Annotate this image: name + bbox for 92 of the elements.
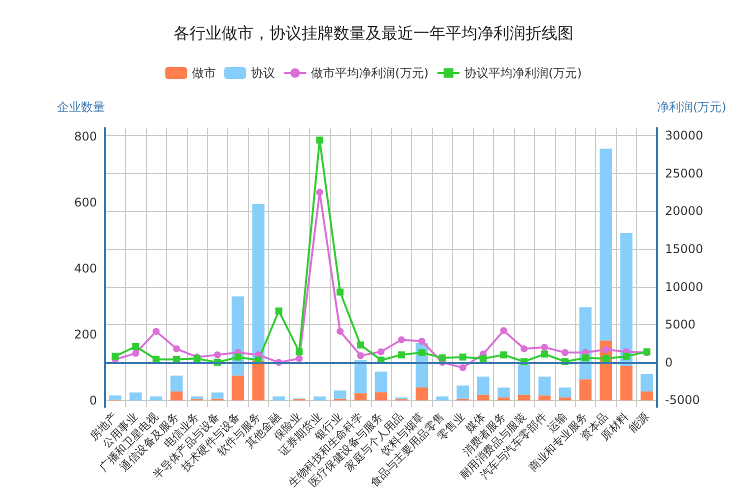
- bar: [170, 391, 183, 400]
- point: [357, 352, 364, 360]
- point: [562, 349, 568, 356]
- bar: [498, 397, 510, 400]
- bar: [620, 232, 632, 366]
- bar: [232, 376, 244, 400]
- point: [582, 354, 589, 362]
- bar: [640, 391, 653, 400]
- bar: [374, 392, 388, 400]
- bar: [150, 396, 162, 400]
- point: [418, 338, 426, 345]
- bar: [272, 396, 285, 400]
- point: [296, 348, 303, 356]
- y-tick-label: 600: [74, 195, 97, 210]
- bar: [477, 394, 490, 400]
- bar: [558, 397, 572, 400]
- y2-tick-label: 5000: [665, 318, 696, 332]
- bar: [354, 393, 367, 400]
- y-axis-title: 企业数量: [57, 100, 105, 114]
- y-tick-label: 800: [74, 129, 97, 144]
- point: [132, 343, 140, 350]
- bar: [558, 388, 572, 398]
- point: [480, 355, 487, 362]
- bar: [456, 386, 469, 399]
- y2-axis-title: 净利润(万元): [657, 100, 726, 114]
- bar: [130, 392, 142, 400]
- point: [500, 327, 508, 334]
- y2-tick-label: -5000: [665, 393, 700, 408]
- bar: [416, 388, 428, 400]
- y2-tick-label: 10000: [665, 280, 704, 294]
- point: [520, 345, 528, 352]
- point: [622, 352, 630, 360]
- point: [296, 355, 303, 362]
- bar: [538, 376, 551, 396]
- point: [418, 349, 426, 356]
- point: [316, 136, 324, 144]
- y-tick-label: 200: [74, 327, 97, 342]
- point: [602, 346, 610, 354]
- point: [541, 350, 548, 358]
- bar: [498, 388, 510, 398]
- point: [336, 328, 344, 335]
- bar: [252, 360, 264, 400]
- y2-tick-label: 25000: [665, 166, 704, 180]
- bar: [579, 379, 592, 400]
- legend-label: 协议平均净利润(万元): [464, 66, 582, 80]
- point: [234, 354, 242, 361]
- point: [357, 341, 364, 348]
- point: [173, 345, 180, 352]
- bar: [436, 396, 448, 400]
- y2-tick-label: 20000: [665, 204, 704, 218]
- legend-label: 做市: [192, 66, 216, 80]
- point: [398, 336, 405, 344]
- point: [112, 352, 119, 360]
- bar: [190, 396, 204, 400]
- point: [316, 188, 324, 196]
- legend-label: 协议: [251, 66, 276, 80]
- point: [541, 344, 548, 351]
- bar: [374, 372, 388, 392]
- point: [459, 354, 466, 361]
- bar: [600, 148, 612, 341]
- bar: [334, 390, 346, 399]
- point: [459, 364, 466, 372]
- x-tick-label: 能源: [626, 410, 652, 436]
- point: [214, 351, 221, 358]
- point: [398, 351, 405, 358]
- point: [378, 348, 384, 356]
- point: [500, 351, 508, 358]
- bar: [518, 394, 530, 400]
- bar: [354, 360, 367, 394]
- y-tick-label: 0: [89, 393, 97, 408]
- y-tick-label: 400: [74, 261, 97, 276]
- legend-label: 做市平均净利润(万元): [311, 66, 429, 80]
- bar: [211, 392, 224, 399]
- y2-tick-label: 30000: [665, 128, 704, 143]
- bar: [538, 395, 551, 400]
- bar: [109, 395, 122, 400]
- point: [275, 307, 282, 314]
- bar: [477, 376, 490, 395]
- point: [602, 355, 610, 362]
- point: [438, 354, 446, 362]
- point: [336, 288, 344, 296]
- bar: [170, 376, 183, 392]
- chart-title: 各行业做市，协议挂牌数量及最近一年平均净利润折线图: [174, 24, 574, 42]
- bar: [640, 374, 653, 392]
- bar: [252, 204, 264, 361]
- bar: [620, 366, 632, 400]
- y2-tick-label: 0: [665, 355, 673, 370]
- bar: [518, 364, 530, 395]
- point: [132, 350, 140, 357]
- y2-tick-label: 15000: [665, 242, 704, 256]
- bar: [314, 396, 326, 400]
- point: [152, 328, 160, 335]
